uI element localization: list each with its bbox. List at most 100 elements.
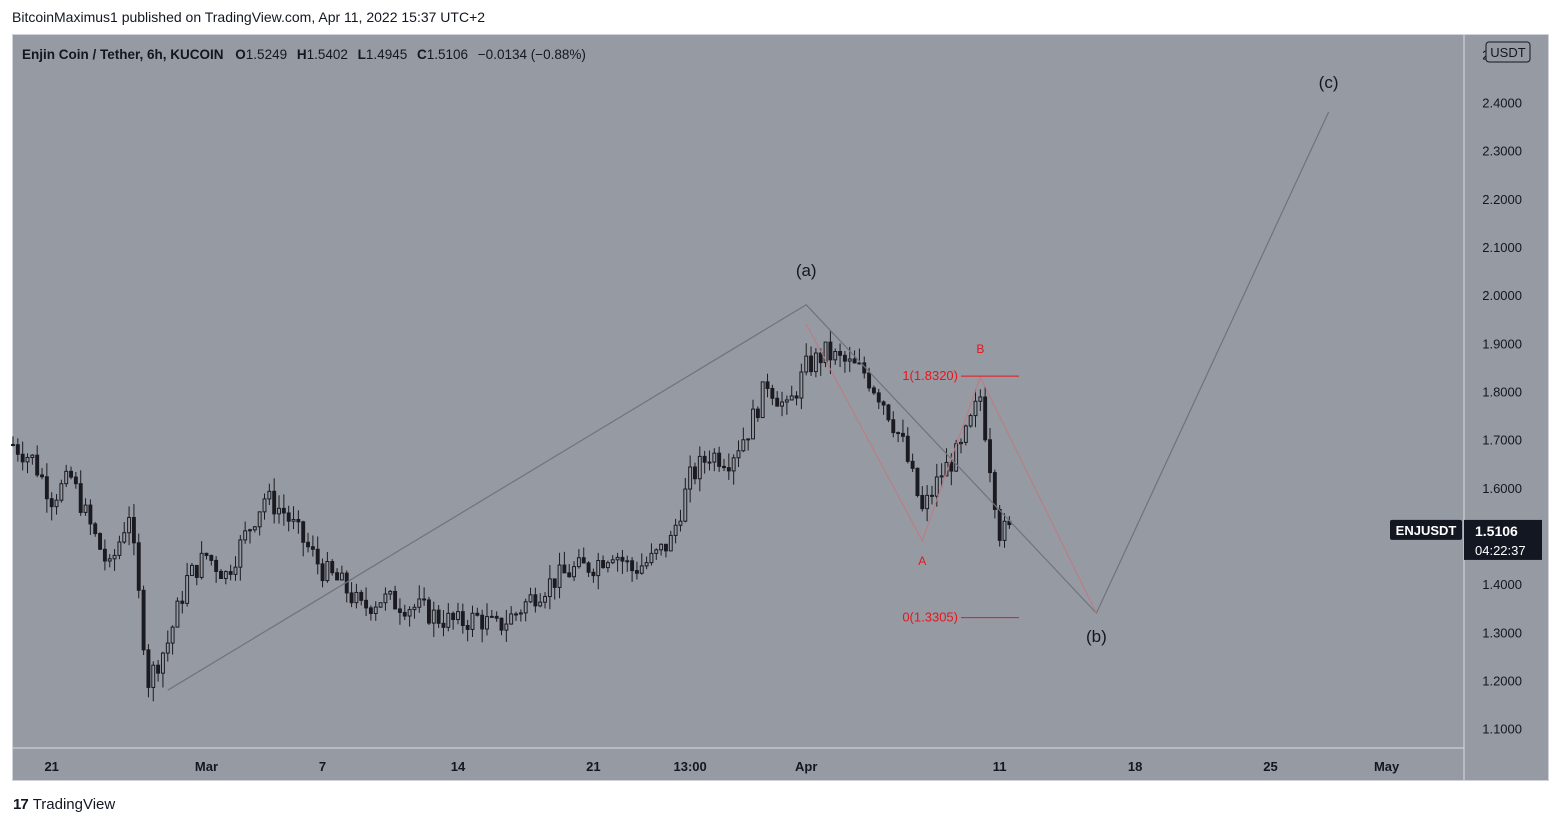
time-tick-label: 7 [319,759,326,774]
currency-badge-label: USDT [1490,45,1525,60]
candle-body [838,351,843,356]
candle [243,521,248,544]
countdown-value: 04:22:37 [1475,543,1526,558]
candle-body [59,483,64,501]
candle [649,543,654,566]
candle-body [460,611,465,626]
time-tick-label: May [1374,759,1400,774]
candle [992,469,997,519]
candle [586,561,591,577]
abc-correction-line [805,323,1097,614]
candle-body [828,341,833,361]
price-tick-label: 1.7000 [1482,433,1522,448]
candle-body [799,371,804,399]
candle [330,559,335,576]
publisher-line: BitcoinMaximus1 published on TradingView… [12,9,486,25]
candle-body [310,546,315,550]
candle [668,530,673,552]
candle-body [983,396,988,441]
candle [654,548,659,560]
candle-body [625,560,630,563]
candle-body [852,358,857,364]
candle [238,535,243,581]
candle-body [456,611,460,620]
candle-body [818,352,823,364]
candle [973,389,978,428]
price-ticks: 1.10001.20001.30001.40001.50001.60001.70… [1482,47,1522,736]
candle [876,388,881,409]
candle [799,363,804,410]
candle-body [726,467,731,472]
candle [141,585,146,656]
candle-body [204,552,209,556]
candle-body [997,508,1002,541]
candle-body [470,612,475,630]
price-tick-label: 2.0000 [1482,288,1522,303]
candle [170,625,175,655]
candle [368,605,373,621]
candle-body [349,592,354,604]
candle-body [910,460,915,469]
time-tick-label: 21 [44,759,58,774]
candle [538,593,543,608]
candle [339,565,344,581]
candle [823,341,828,368]
time-axis[interactable] [13,748,1464,780]
candle [509,606,514,625]
candle-body [659,543,664,551]
candle-body [165,642,170,654]
candle-body [765,381,770,389]
price-tick-label: 1.1000 [1482,722,1522,737]
candle [122,521,127,544]
brand-name: TradingView [32,796,116,813]
candle-body [499,617,504,631]
candle [117,535,122,560]
price-axis[interactable] [1464,35,1548,780]
candle-body [291,518,296,522]
currency-badge[interactable]: USDT [1485,41,1531,63]
candle [436,605,441,628]
candle-body [581,557,586,564]
candle-body [35,454,40,476]
candle-body [417,598,422,608]
candle [296,510,301,534]
candle-body [760,381,765,419]
candle-body [373,606,378,614]
candle-body [272,490,277,515]
candle-body [451,612,456,620]
candle [180,590,185,614]
plot-area[interactable] [13,35,1464,748]
candle-body [891,419,896,434]
candle [185,562,190,607]
candle [460,603,465,634]
candle [102,539,107,571]
candle [963,424,968,446]
candle-body [296,518,301,523]
candle [1002,513,1007,548]
candle-body [562,564,567,574]
candle [939,463,944,488]
tradingview-brand[interactable]: 17 TradingView [13,796,115,813]
candle [702,450,707,474]
low-value: 1.4945 [366,47,407,62]
candle-body [605,562,610,569]
candle-body [15,444,20,455]
candle [978,389,983,412]
candle [886,403,891,423]
candle-body [262,498,267,513]
candle [267,483,272,506]
candle-body [117,541,122,556]
candle [378,602,383,608]
candle [393,585,398,610]
candle [475,607,480,617]
candle-body [427,599,431,624]
candle [349,582,354,608]
candle [663,543,668,558]
time-tick-label: 18 [1128,759,1142,774]
candle-body [141,589,146,651]
candle-body [402,611,407,617]
candle [35,445,40,478]
candle-body [755,408,760,419]
candle [983,386,988,443]
